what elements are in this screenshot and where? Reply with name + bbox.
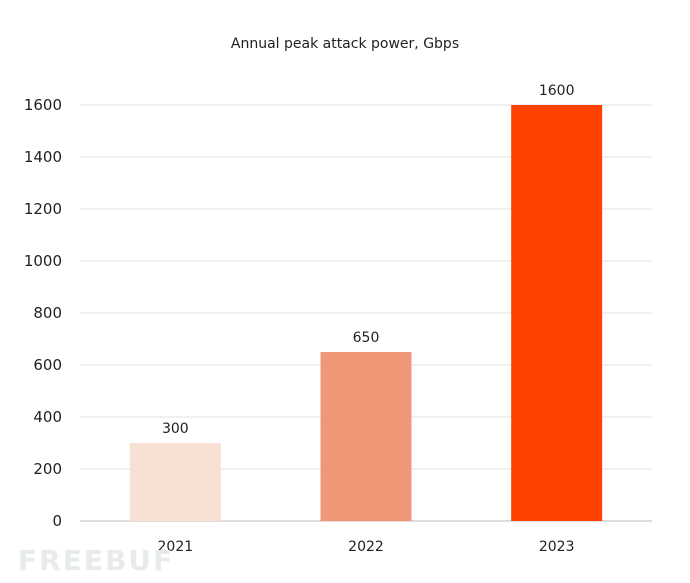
bars <box>129 105 603 521</box>
watermark-logo: FREEBUF <box>18 544 174 577</box>
y-tick-label: 800 <box>33 304 62 322</box>
y-tick-label: 1400 <box>24 148 62 166</box>
y-tick-label: 0 <box>52 512 62 530</box>
data-labels: 300 650 1600 <box>162 83 575 437</box>
y-axis: 0 200 400 600 800 1000 1200 1400 1600 <box>24 96 62 530</box>
x-tick-label-2022: 2022 <box>348 539 384 555</box>
x-tick-label-2021: 2021 <box>158 539 194 555</box>
y-tick-label: 600 <box>33 356 62 374</box>
y-tick-label: 1600 <box>24 96 62 114</box>
y-tick-label: 1200 <box>24 200 62 218</box>
x-tick-label-2023: 2023 <box>539 539 575 555</box>
data-label-2021: 300 <box>162 421 189 437</box>
y-tick-label: 1000 <box>24 252 62 270</box>
bar-2023 <box>511 105 603 521</box>
bar-2022 <box>320 352 412 521</box>
y-tick-label: 400 <box>33 408 62 426</box>
data-label-2022: 650 <box>353 330 380 346</box>
data-label-2023: 1600 <box>539 83 575 99</box>
bar-2021 <box>129 443 221 521</box>
x-axis: 2021 2022 2023 <box>158 539 575 555</box>
chart-title: Annual peak attack power, Gbps <box>231 36 459 52</box>
y-tick-label: 200 <box>33 460 62 478</box>
